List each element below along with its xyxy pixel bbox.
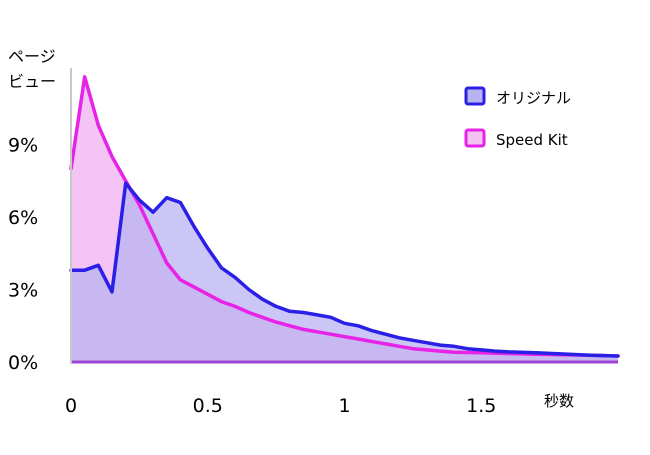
legend-swatch-original (464, 86, 486, 106)
plot-area (69, 75, 620, 364)
y-axis-label-line2: ビュー (8, 72, 56, 91)
x-tick-label: 1.5 (466, 395, 496, 417)
legend-label-speedkit: Speed Kit (496, 131, 568, 149)
y-tick-label: 6% (8, 207, 38, 229)
y-tick-label: 0% (8, 352, 38, 374)
y-axis: 0% 3% 6% 9% (8, 68, 72, 374)
legend-label-original: オリジナル (496, 89, 571, 107)
x-tick-label: 0.5 (193, 395, 223, 417)
x-tick-label: 0 (65, 395, 77, 417)
x-axis: 0 0.5 1 1.5 (65, 395, 496, 417)
legend: オリジナル Speed Kit (464, 86, 571, 149)
y-axis-label-line1: ページ (8, 47, 56, 66)
series-area-original (71, 183, 618, 362)
series-line-speedkit (69, 75, 620, 358)
y-tick-label: 9% (8, 135, 38, 157)
legend-swatch-speedkit (464, 128, 486, 148)
x-tick-label: 1 (338, 395, 350, 417)
series-line-original (69, 181, 620, 358)
x-axis-label: 秒数 (544, 392, 574, 410)
y-tick-label: 3% (8, 280, 38, 302)
